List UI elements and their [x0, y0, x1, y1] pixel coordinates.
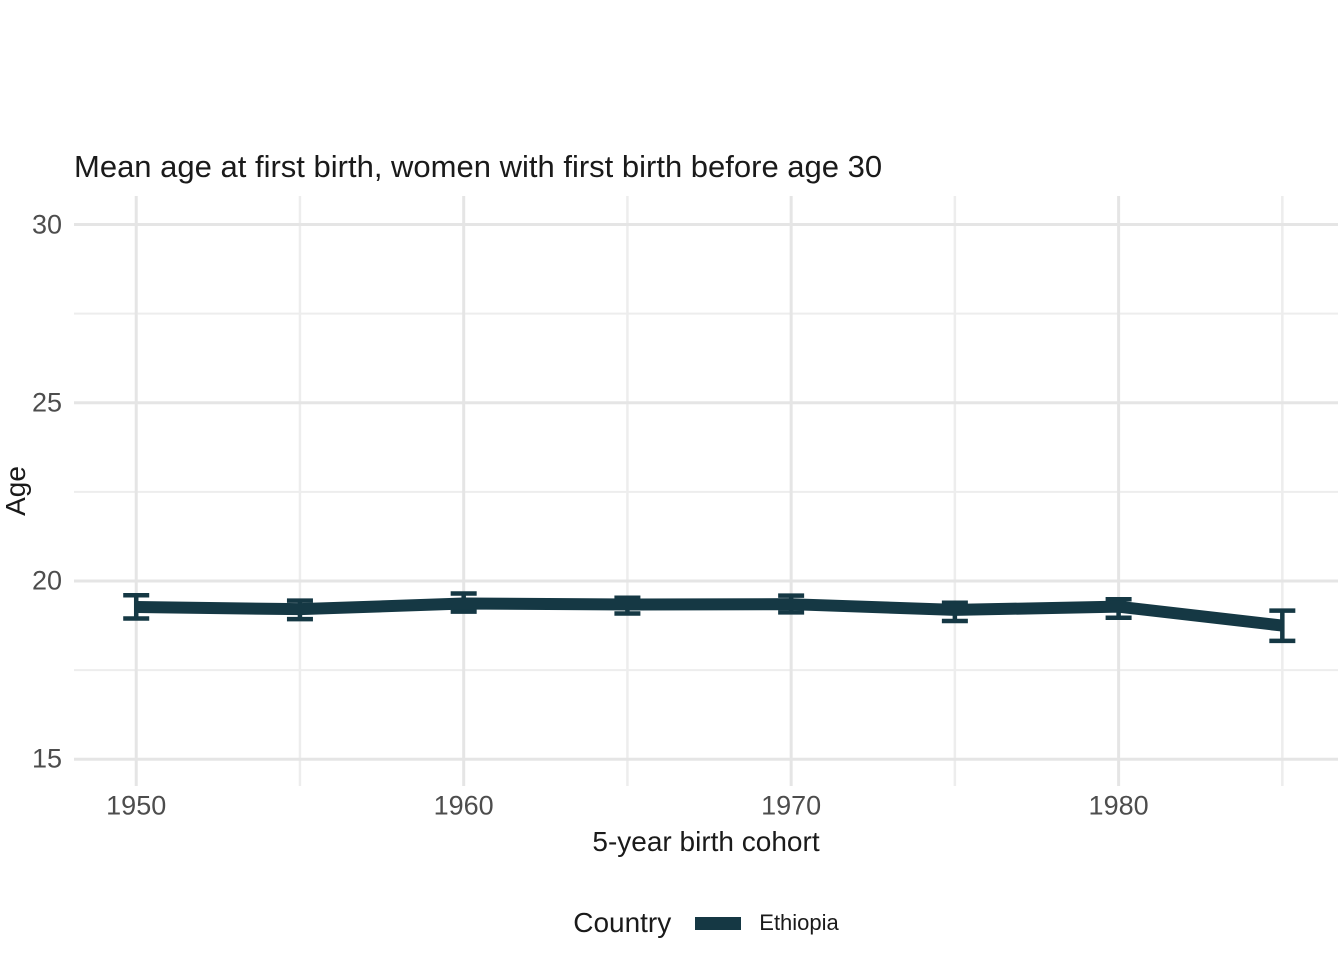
- y-tick-label: 30: [31, 209, 62, 240]
- legend-title: Country: [573, 907, 672, 938]
- x-tick-label: 1950: [106, 790, 167, 821]
- x-axis-title: 5-year birth cohort: [592, 826, 820, 857]
- x-tick-label: 1960: [433, 790, 494, 821]
- x-tick-label: 1970: [761, 790, 822, 821]
- y-tick-label: 15: [31, 743, 62, 774]
- x-tick-label: 1980: [1088, 790, 1149, 821]
- y-tick-label: 20: [31, 565, 62, 596]
- legend: Country Ethiopia: [74, 901, 1338, 945]
- chart-title: Mean age at first birth, women with firs…: [74, 149, 883, 184]
- series-line-ethiopia: [136, 597, 1284, 632]
- error-bar: [123, 593, 150, 621]
- error-bar: [1269, 608, 1296, 644]
- y-tick-label: 25: [31, 387, 62, 418]
- legend-item-label: Ethiopia: [759, 910, 839, 935]
- y-axis-title: Age: [0, 466, 31, 516]
- legend-line-swatch: [695, 916, 742, 930]
